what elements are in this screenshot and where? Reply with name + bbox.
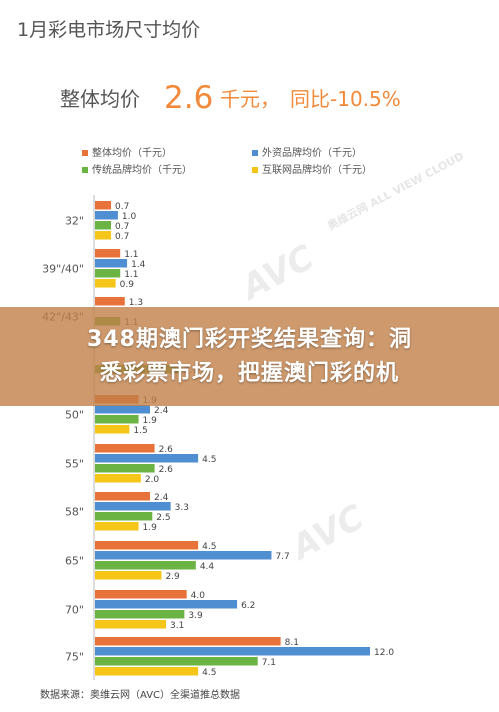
category-tick-label: 55" [65,457,84,470]
legend-entry: 整体均价（千元） [92,146,172,159]
watermark-small-text: 奥维云网 ALL VIEW CLOUD [324,149,466,233]
category-tick-label: 65" [65,554,84,567]
legend-entry: 外资品牌均价（千元） [262,146,362,159]
data-label: 4.0 [191,591,206,601]
source-note: 数据来源：奥维云网（AVC）全渠道推总数据 [40,688,240,701]
headline-label: 整体均价 [60,87,140,111]
data-label: 1.9 [143,523,158,533]
legend-swatch [252,150,258,156]
bar [95,405,150,414]
data-label: 2.4 [154,493,169,503]
bar [95,454,199,463]
bar [95,610,185,619]
data-label: 0.9 [120,280,135,290]
category-tick-label: 70" [65,603,84,616]
data-label: 1.1 [124,270,138,280]
category-tick-label: 32" [65,214,84,227]
bar [95,474,141,483]
legend-entry: 互联网品牌均价（千元） [262,163,372,176]
data-label: 1.1 [124,250,138,260]
data-label: 2.4 [154,406,169,416]
data-label: 1.9 [143,416,158,426]
data-label: 2.5 [156,513,170,523]
data-label: 0.7 [115,232,129,242]
chart-title: 1月彩电市场尺寸均价 [17,19,200,41]
data-label: 1.4 [131,260,146,270]
data-label: 12.0 [374,648,394,658]
data-label: 4.5 [202,455,216,465]
watermark-text: AVC [233,237,321,309]
bar [95,221,112,230]
overlay-banner[interactable]: 348期澳门彩开奖结果查询：洞 悉彩票市场，把握澳门彩的机 [0,307,499,406]
data-label: 3.1 [170,621,184,631]
bar [95,502,171,511]
data-label: 7.7 [275,552,289,562]
data-label: 2.9 [165,572,180,582]
legend-swatch [82,167,88,173]
data-label: 6.2 [241,601,255,611]
bar [95,512,153,521]
bar [95,600,238,609]
headline: 整体均价 2.6 千元， 同比-10.5% [60,80,401,116]
data-label: 0.7 [115,202,129,212]
headline-yoy: 同比-10.5% [290,87,401,111]
data-label: 1.0 [122,212,137,222]
legend-entry: 传统品牌均价（千元） [92,163,192,176]
data-label: 3.9 [188,611,203,621]
legend-swatch [252,167,258,173]
bar [95,551,272,560]
legend: 整体均价（千元） 外资品牌均价（千元） 传统品牌均价（千元） 互联网品牌均价（千元） [82,146,372,176]
bar [95,647,370,656]
bar [95,201,112,210]
data-label: 2.6 [159,445,174,455]
data-label: 2.6 [159,465,174,475]
category-tick-label: 75" [65,650,84,663]
data-label: 3.3 [175,503,189,513]
bar [95,657,258,666]
data-label: 4.4 [200,562,215,572]
bar [95,297,125,306]
bar [95,249,121,258]
bar [95,279,116,288]
category-tick-label: 39"/40" [42,262,84,275]
data-label: 1.5 [133,426,147,436]
bar [95,620,167,629]
bar [95,492,150,501]
bar [95,667,199,676]
data-label: 4.5 [202,668,216,678]
bar [95,425,130,434]
bar [95,464,155,473]
bar [95,259,128,268]
bar [95,561,196,570]
data-label: 1.3 [129,298,143,308]
bar [95,637,281,646]
bar [95,415,139,424]
headline-unit: 千元， [220,87,280,111]
category-labels: 32"39"/40"42"/43"50"55"58"65"70"75" [42,214,84,663]
bar [95,522,139,531]
category-tick-label: 50" [65,408,84,421]
headline-value: 2.6 [164,80,213,116]
bar [95,571,162,580]
data-label: 4.5 [202,542,216,552]
data-label: 8.1 [285,638,299,648]
banner-line-1: 348期澳门彩开奖结果查询：洞 [87,326,412,352]
bar [95,269,121,278]
legend-swatch [82,150,88,156]
banner-line-2: 悉彩票市场，把握澳门彩的机 [99,360,399,386]
bar [95,541,199,550]
bar [95,590,187,599]
category-tick-label: 58" [65,505,84,518]
watermark-text-lower: AVC [283,497,371,569]
data-label: 2.0 [145,475,160,485]
bar [95,211,118,220]
bar [95,231,112,240]
data-label: 0.7 [115,222,129,232]
data-label: 7.1 [262,658,276,668]
bar [95,444,155,453]
